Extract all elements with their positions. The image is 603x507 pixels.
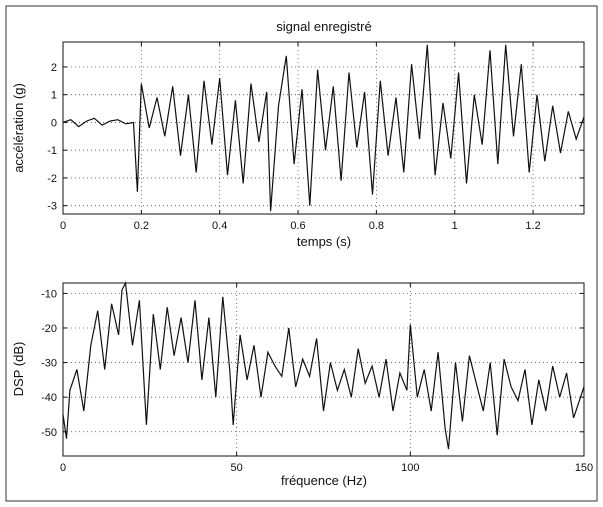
signal-chart: signal enregistré 0 0.2 0.4 0.6 0.8 1 1.2 2 1 0 -1…: [11, 19, 585, 249]
psd-ticks: 0 50 100 150 -10 -20 -30 -40 -50: [41, 283, 593, 474]
signal-grid: [63, 42, 584, 214]
signal-y-tick-label: 1: [51, 90, 57, 102]
chart-title: signal enregistré: [276, 19, 371, 34]
psd-x-label: fréquence (Hz): [281, 473, 367, 488]
signal-y-tick-label: 2: [51, 62, 57, 74]
signal-x-tick-label: 0.2: [134, 220, 149, 232]
signal-x-tick-label: 0.8: [369, 220, 384, 232]
signal-y-tick-label: -2: [47, 173, 57, 185]
psd-line: [62, 280, 585, 450]
signal-x-tick-label: 1: [452, 220, 458, 232]
signal-y-tick-label: 0: [51, 117, 57, 129]
signal-x-tick-label: 0: [60, 220, 66, 232]
psd-x-tick-label: 150: [575, 462, 593, 474]
psd-chart: 0 50 100 150-10-20-30-40-50 fréquence (Hz) …: [11, 280, 593, 488]
signal-ticks: 0 0.2 0.4 0.6 0.8 1 1.2 2 1 0 -1 -2 -3: [47, 42, 584, 232]
signal-x-tick-label: 0.6: [290, 220, 305, 232]
psd-x-tick-label: 100: [401, 462, 419, 474]
signal-y-tick-label: -3: [47, 201, 57, 213]
psd-grid: [63, 283, 584, 456]
signal-plot-area: [62, 41, 585, 215]
psd-plot-area: [62, 282, 585, 457]
psd-x-tick-label: 50: [231, 462, 243, 474]
psd-y-tick-label: -10: [41, 288, 57, 300]
psd-y-tick-label: -20: [41, 323, 57, 335]
signal-y-label: accélération (g): [11, 83, 26, 173]
psd-y-tick-label: -30: [41, 358, 57, 370]
signal-x-tick-label: 1.2: [525, 220, 540, 232]
figure-frame: [5, 5, 598, 502]
psd-y-tick-label: -50: [41, 427, 57, 439]
signal-y-tick-label: -1: [47, 145, 57, 157]
psd-x-tick-label: 0: [60, 462, 66, 474]
psd-y-label: DSP (dB): [11, 342, 26, 397]
signal-line: [62, 44, 585, 212]
signal-x-tick-label: 0.4: [212, 220, 227, 232]
psd-y-tick-label: -40: [41, 392, 57, 404]
signal-x-label: temps (s): [297, 234, 351, 249]
